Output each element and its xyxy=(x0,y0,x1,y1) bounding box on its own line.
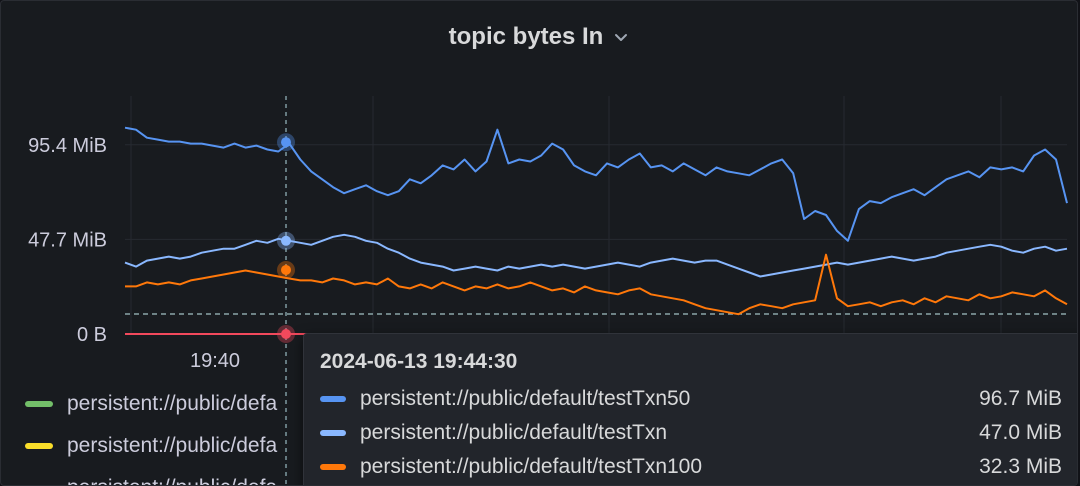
legend-label[interactable]: persistent://public/defa xyxy=(67,392,278,415)
series-line xyxy=(124,126,1068,242)
legend-label[interactable]: persistent://public/defa xyxy=(67,476,277,485)
legend-item[interactable]: persistent://public/defa xyxy=(25,425,277,467)
legend: persistent://public/defa persistent://pu… xyxy=(25,383,277,485)
legend-label[interactable]: persistent://public/defa xyxy=(67,434,278,457)
hover-point xyxy=(281,235,291,246)
tooltip-row: persistent://public/default/testTxn 47.0… xyxy=(320,416,1062,450)
tooltip-swatch xyxy=(320,464,346,470)
tooltip-timestamp: 2024-06-13 19:44:30 xyxy=(320,350,518,373)
tooltip-series-name: persistent://public/default/testTxn50 xyxy=(360,387,691,410)
tooltip-row: persistent://public/default/testTxn100 3… xyxy=(320,450,1062,484)
tooltip-series-value: 47.0 MiB xyxy=(979,421,1062,444)
hover-tooltip: 2024-06-13 19:44:30 persistent://public/… xyxy=(303,333,1077,485)
tooltip-series-name: persistent://public/default/testTxn100 xyxy=(360,455,703,478)
legend-swatch xyxy=(25,443,53,449)
y-tick-label: 95.4 MiB xyxy=(28,135,107,157)
tooltip-series-value: 32.3 MiB xyxy=(979,455,1062,478)
panel-title[interactable]: topic bytes In xyxy=(448,23,604,50)
tooltip-series-value: 96.7 MiB xyxy=(979,387,1062,410)
series-line xyxy=(124,233,1068,278)
panel-header[interactable]: topic bytes In xyxy=(1,17,1077,57)
hover-point xyxy=(281,264,291,275)
legend-item[interactable]: persistent://public/defa xyxy=(25,467,277,485)
legend-item[interactable]: persistent://public/defa xyxy=(25,383,277,425)
hover-point xyxy=(281,329,291,339)
series-line xyxy=(125,253,1068,316)
tooltip-swatch xyxy=(320,430,346,436)
hover-point xyxy=(281,137,291,148)
x-tick-label: 19:40 xyxy=(190,350,240,372)
tooltip-swatch xyxy=(320,396,346,402)
chevron-down-icon[interactable] xyxy=(613,29,629,45)
y-tick-label: 0 B xyxy=(77,324,107,346)
y-tick-label: 47.7 MiB xyxy=(28,229,107,251)
tooltip-row: persistent://public/default/testTxn50 96… xyxy=(320,382,1062,416)
legend-swatch xyxy=(25,401,53,407)
tooltip-series-name: persistent://public/default/testTxn xyxy=(360,421,667,444)
